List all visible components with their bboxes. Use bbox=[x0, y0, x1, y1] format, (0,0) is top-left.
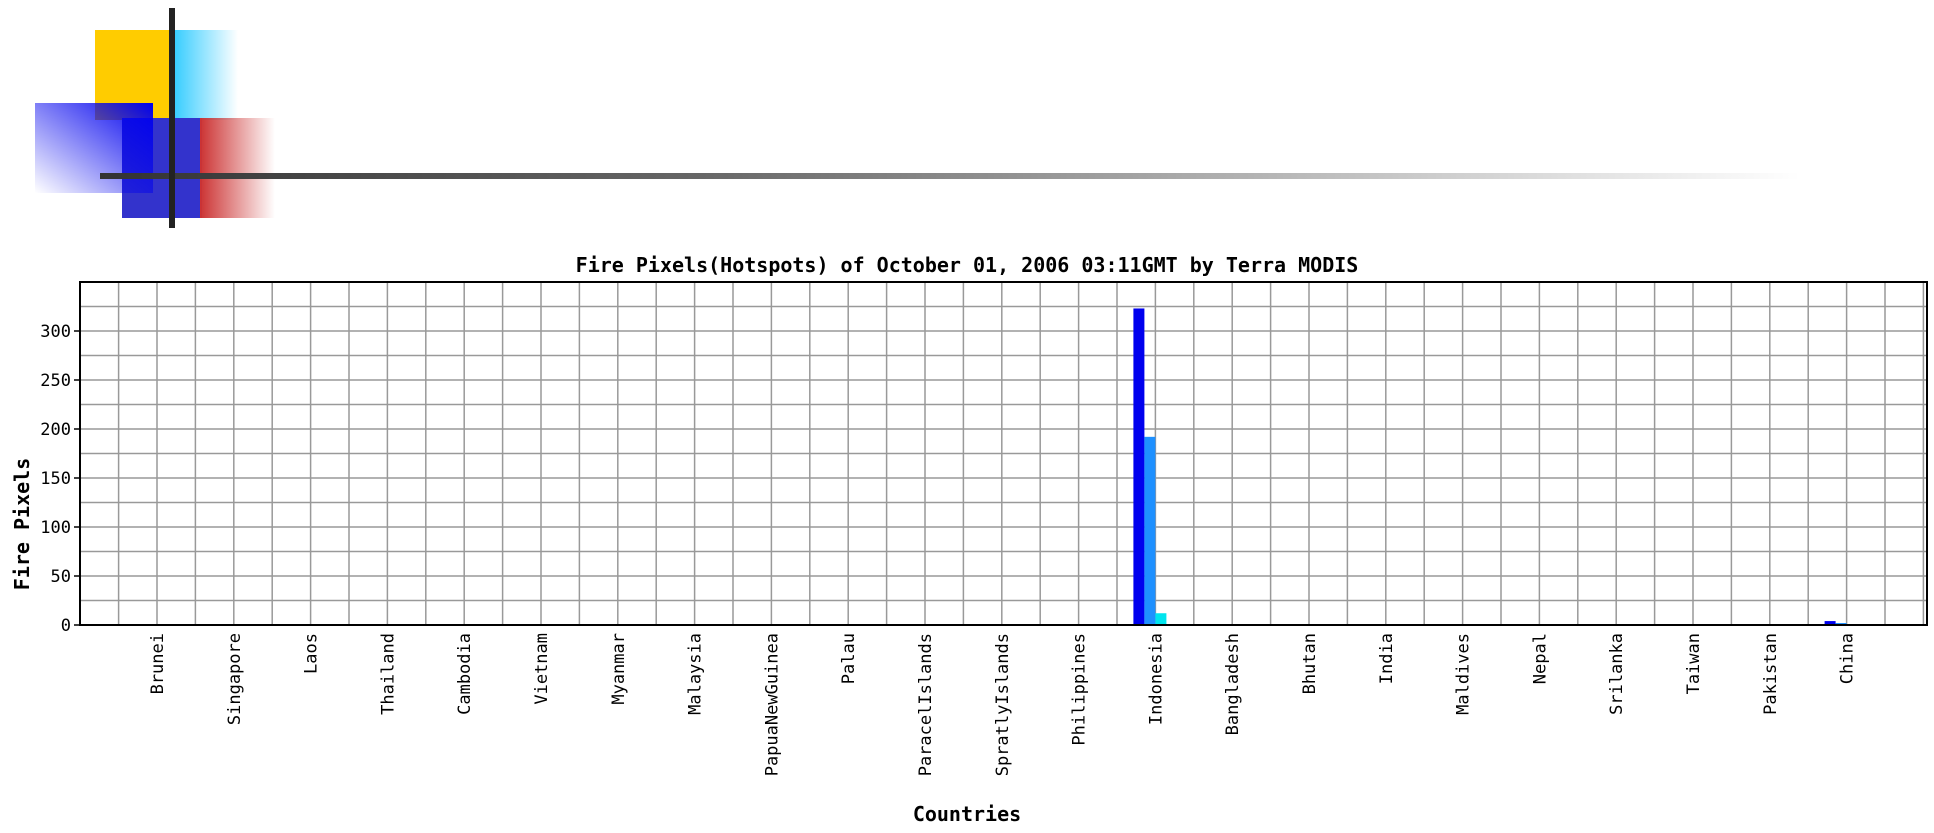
x-axis-title: Countries bbox=[913, 802, 1021, 826]
x-tick-label: Taiwan bbox=[1684, 633, 1704, 694]
x-tick-label: Maldives bbox=[1454, 633, 1474, 715]
deco-vertical-line bbox=[169, 8, 175, 228]
x-tick-label: SpratlyIslands bbox=[993, 633, 1013, 776]
y-tick-label: 0 bbox=[61, 616, 71, 636]
x-tick-label: Bangladesh bbox=[1223, 633, 1243, 735]
x-tick-label: Palau bbox=[839, 633, 859, 684]
x-tick-labels: Brunei Singapore Laos Thailand Cambodia Vietn… bbox=[148, 633, 1858, 776]
y-tick-labels: 0 50 100 150 200 250 300 bbox=[40, 322, 71, 636]
chart-title: Fire Pixels(Hotspots) of October 01, 200… bbox=[576, 253, 1359, 277]
y-axis-title: Fire Pixels bbox=[10, 458, 34, 590]
x-tick-label: Myanmar bbox=[609, 633, 629, 705]
plot-frame bbox=[79, 281, 1928, 626]
x-tick-label: China bbox=[1838, 633, 1858, 684]
bar bbox=[1155, 613, 1167, 625]
grid bbox=[80, 281, 1927, 625]
y-tick-label: 200 bbox=[40, 420, 71, 440]
x-tick-label: Cambodia bbox=[455, 633, 475, 715]
x-tick-label: ParacelIslands bbox=[916, 633, 936, 776]
x-tick-label: Thailand bbox=[378, 633, 398, 715]
bar bbox=[1144, 436, 1156, 625]
deco-horizontal-line bbox=[100, 173, 1800, 179]
x-tick-label: Laos bbox=[302, 633, 322, 674]
x-tick-label: Malaysia bbox=[686, 633, 706, 715]
y-tick-label: 250 bbox=[40, 371, 71, 391]
y-tick-label: 100 bbox=[40, 518, 71, 538]
y-tick-label: 50 bbox=[51, 567, 71, 587]
x-tick-label: Vietnam bbox=[532, 633, 552, 705]
x-tick-label: Nepal bbox=[1530, 633, 1550, 684]
x-tick-label: India bbox=[1377, 633, 1397, 684]
deco-cyan-square bbox=[173, 30, 238, 120]
bar bbox=[1824, 621, 1836, 625]
x-tick-label: Pakistan bbox=[1761, 633, 1781, 715]
slide-decoration bbox=[35, 8, 1800, 228]
x-tick-label: Bhutan bbox=[1300, 633, 1320, 694]
x-tick-label: Philippines bbox=[1070, 633, 1090, 746]
x-tick-label: Brunei bbox=[148, 633, 168, 694]
y-tick-label: 150 bbox=[40, 469, 71, 489]
x-tick-label: Singapore bbox=[225, 633, 245, 725]
bar bbox=[1133, 308, 1145, 625]
y-tick-label: 300 bbox=[40, 322, 71, 342]
deco-red-square bbox=[200, 118, 275, 218]
x-tick-label: PapuaNewGuinea bbox=[762, 633, 782, 776]
x-tick-label: Srilanka bbox=[1607, 633, 1627, 715]
x-tick-label: Indonesia bbox=[1146, 633, 1166, 725]
axes bbox=[74, 281, 1928, 626]
